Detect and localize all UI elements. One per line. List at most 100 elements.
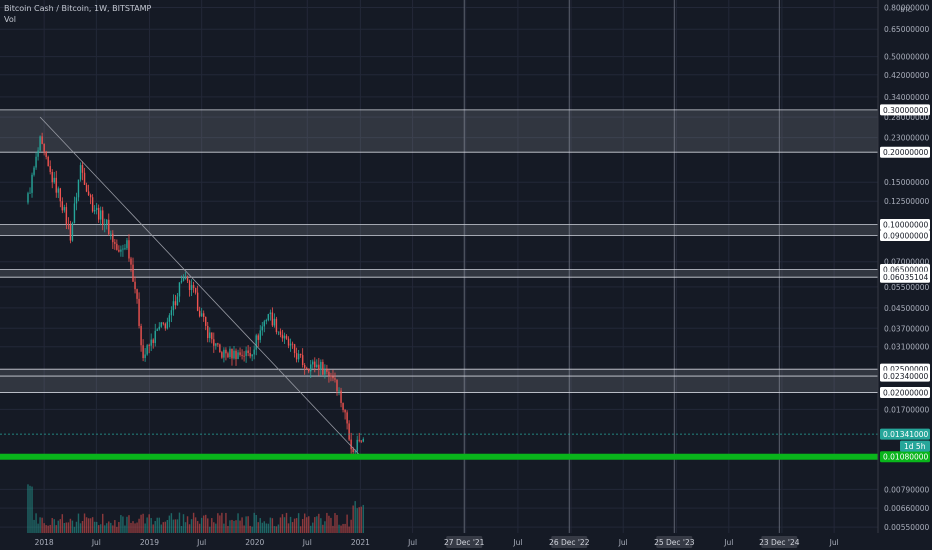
candle-body[interactable] — [215, 343, 217, 346]
candle-body[interactable] — [45, 151, 47, 157]
candle-body[interactable] — [104, 224, 106, 226]
candle-body[interactable] — [69, 225, 72, 241]
candle-body[interactable] — [328, 371, 330, 376]
candle-body[interactable] — [227, 353, 229, 358]
candle-body[interactable] — [259, 330, 261, 340]
candle-body[interactable] — [196, 292, 199, 311]
candle-body[interactable] — [299, 353, 302, 356]
candle-body[interactable] — [273, 318, 276, 326]
candle-body[interactable] — [71, 222, 74, 241]
candle-body[interactable] — [176, 296, 179, 306]
resistance-zone[interactable] — [0, 224, 878, 236]
candle-body[interactable] — [247, 350, 249, 354]
candle-body[interactable] — [160, 322, 162, 327]
candle-body[interactable] — [152, 339, 154, 343]
candle-body[interactable] — [202, 313, 205, 317]
candle-body[interactable] — [194, 287, 197, 293]
candle-body[interactable] — [67, 223, 70, 226]
candle-body[interactable] — [205, 316, 207, 326]
candle-body[interactable] — [326, 369, 328, 372]
candle-body[interactable] — [95, 207, 98, 210]
candle-body[interactable] — [267, 314, 270, 321]
candle-body[interactable] — [61, 201, 64, 211]
candle-body[interactable] — [154, 330, 156, 343]
candle-body[interactable] — [257, 335, 259, 340]
candle-body[interactable] — [150, 339, 152, 346]
candle-body[interactable] — [348, 423, 350, 440]
candle-body[interactable] — [362, 439, 364, 442]
candle-body[interactable] — [241, 354, 243, 356]
candle-body[interactable] — [314, 361, 316, 368]
candle-body[interactable] — [277, 331, 280, 333]
candle-body[interactable] — [289, 343, 292, 346]
candle-body[interactable] — [63, 207, 66, 211]
candle-body[interactable] — [81, 165, 84, 173]
candle-body[interactable] — [239, 352, 241, 355]
candle-body[interactable] — [269, 312, 272, 315]
candle-body[interactable] — [271, 312, 274, 326]
candle-body[interactable] — [253, 349, 255, 355]
candle-body[interactable] — [83, 172, 86, 185]
candle-body[interactable] — [146, 345, 148, 355]
candle-body[interactable] — [79, 165, 82, 180]
candle-body[interactable] — [303, 365, 306, 368]
candle-body[interactable] — [308, 368, 310, 372]
candle-body[interactable] — [221, 352, 223, 358]
candle-body[interactable] — [243, 355, 245, 357]
candle-body[interactable] — [350, 439, 352, 450]
candle-body[interactable] — [233, 350, 235, 359]
candle-body[interactable] — [166, 321, 169, 329]
candle-body[interactable] — [279, 331, 282, 335]
candle-body[interactable] — [356, 439, 358, 452]
candle-body[interactable] — [140, 325, 142, 346]
candle-body[interactable] — [31, 174, 33, 193]
candle-body[interactable] — [112, 233, 114, 243]
candle-body[interactable] — [168, 315, 171, 322]
candle-body[interactable] — [320, 361, 322, 370]
candle-body[interactable] — [251, 354, 253, 357]
trendline[interactable] — [39, 116, 362, 458]
candle-body[interactable] — [235, 350, 237, 359]
candle-body[interactable] — [126, 240, 128, 249]
candle-body[interactable] — [102, 210, 104, 225]
candle-body[interactable] — [265, 320, 268, 322]
candle-body[interactable] — [114, 242, 116, 244]
candle-body[interactable] — [27, 193, 29, 203]
candle-body[interactable] — [122, 248, 124, 250]
candle-body[interactable] — [170, 310, 173, 316]
candle-body[interactable] — [200, 313, 203, 317]
candle-body[interactable] — [293, 344, 296, 354]
candle-body[interactable] — [344, 409, 346, 413]
candle-body[interactable] — [184, 277, 187, 279]
candle-body[interactable] — [51, 171, 53, 183]
candle-body[interactable] — [99, 210, 102, 220]
candle-body[interactable] — [334, 378, 336, 380]
candle-body[interactable] — [225, 349, 227, 354]
candle-body[interactable] — [330, 375, 332, 377]
candle-body[interactable] — [318, 364, 320, 370]
candle-body[interactable] — [132, 264, 134, 282]
candle-body[interactable] — [118, 249, 120, 252]
candle-body[interactable] — [182, 277, 185, 281]
candle-body[interactable] — [57, 188, 59, 193]
candle-body[interactable] — [65, 207, 68, 224]
candle-body[interactable] — [213, 339, 215, 346]
candle-body[interactable] — [180, 280, 183, 283]
candle-body[interactable] — [164, 323, 167, 329]
candle-body[interactable] — [186, 277, 189, 281]
candle-body[interactable] — [49, 166, 51, 172]
candle-body[interactable] — [97, 207, 100, 220]
candle-body[interactable] — [106, 219, 108, 225]
resistance-zone[interactable] — [0, 369, 878, 393]
candle-body[interactable] — [301, 355, 304, 366]
candle-body[interactable] — [39, 136, 41, 151]
candle-body[interactable] — [144, 354, 146, 359]
resistance-zone[interactable] — [0, 109, 878, 153]
candle-body[interactable] — [312, 361, 314, 365]
candle-body[interactable] — [41, 136, 43, 144]
candle-body[interactable] — [237, 352, 239, 359]
candle-body[interactable] — [338, 390, 340, 392]
candle-body[interactable] — [263, 321, 266, 327]
